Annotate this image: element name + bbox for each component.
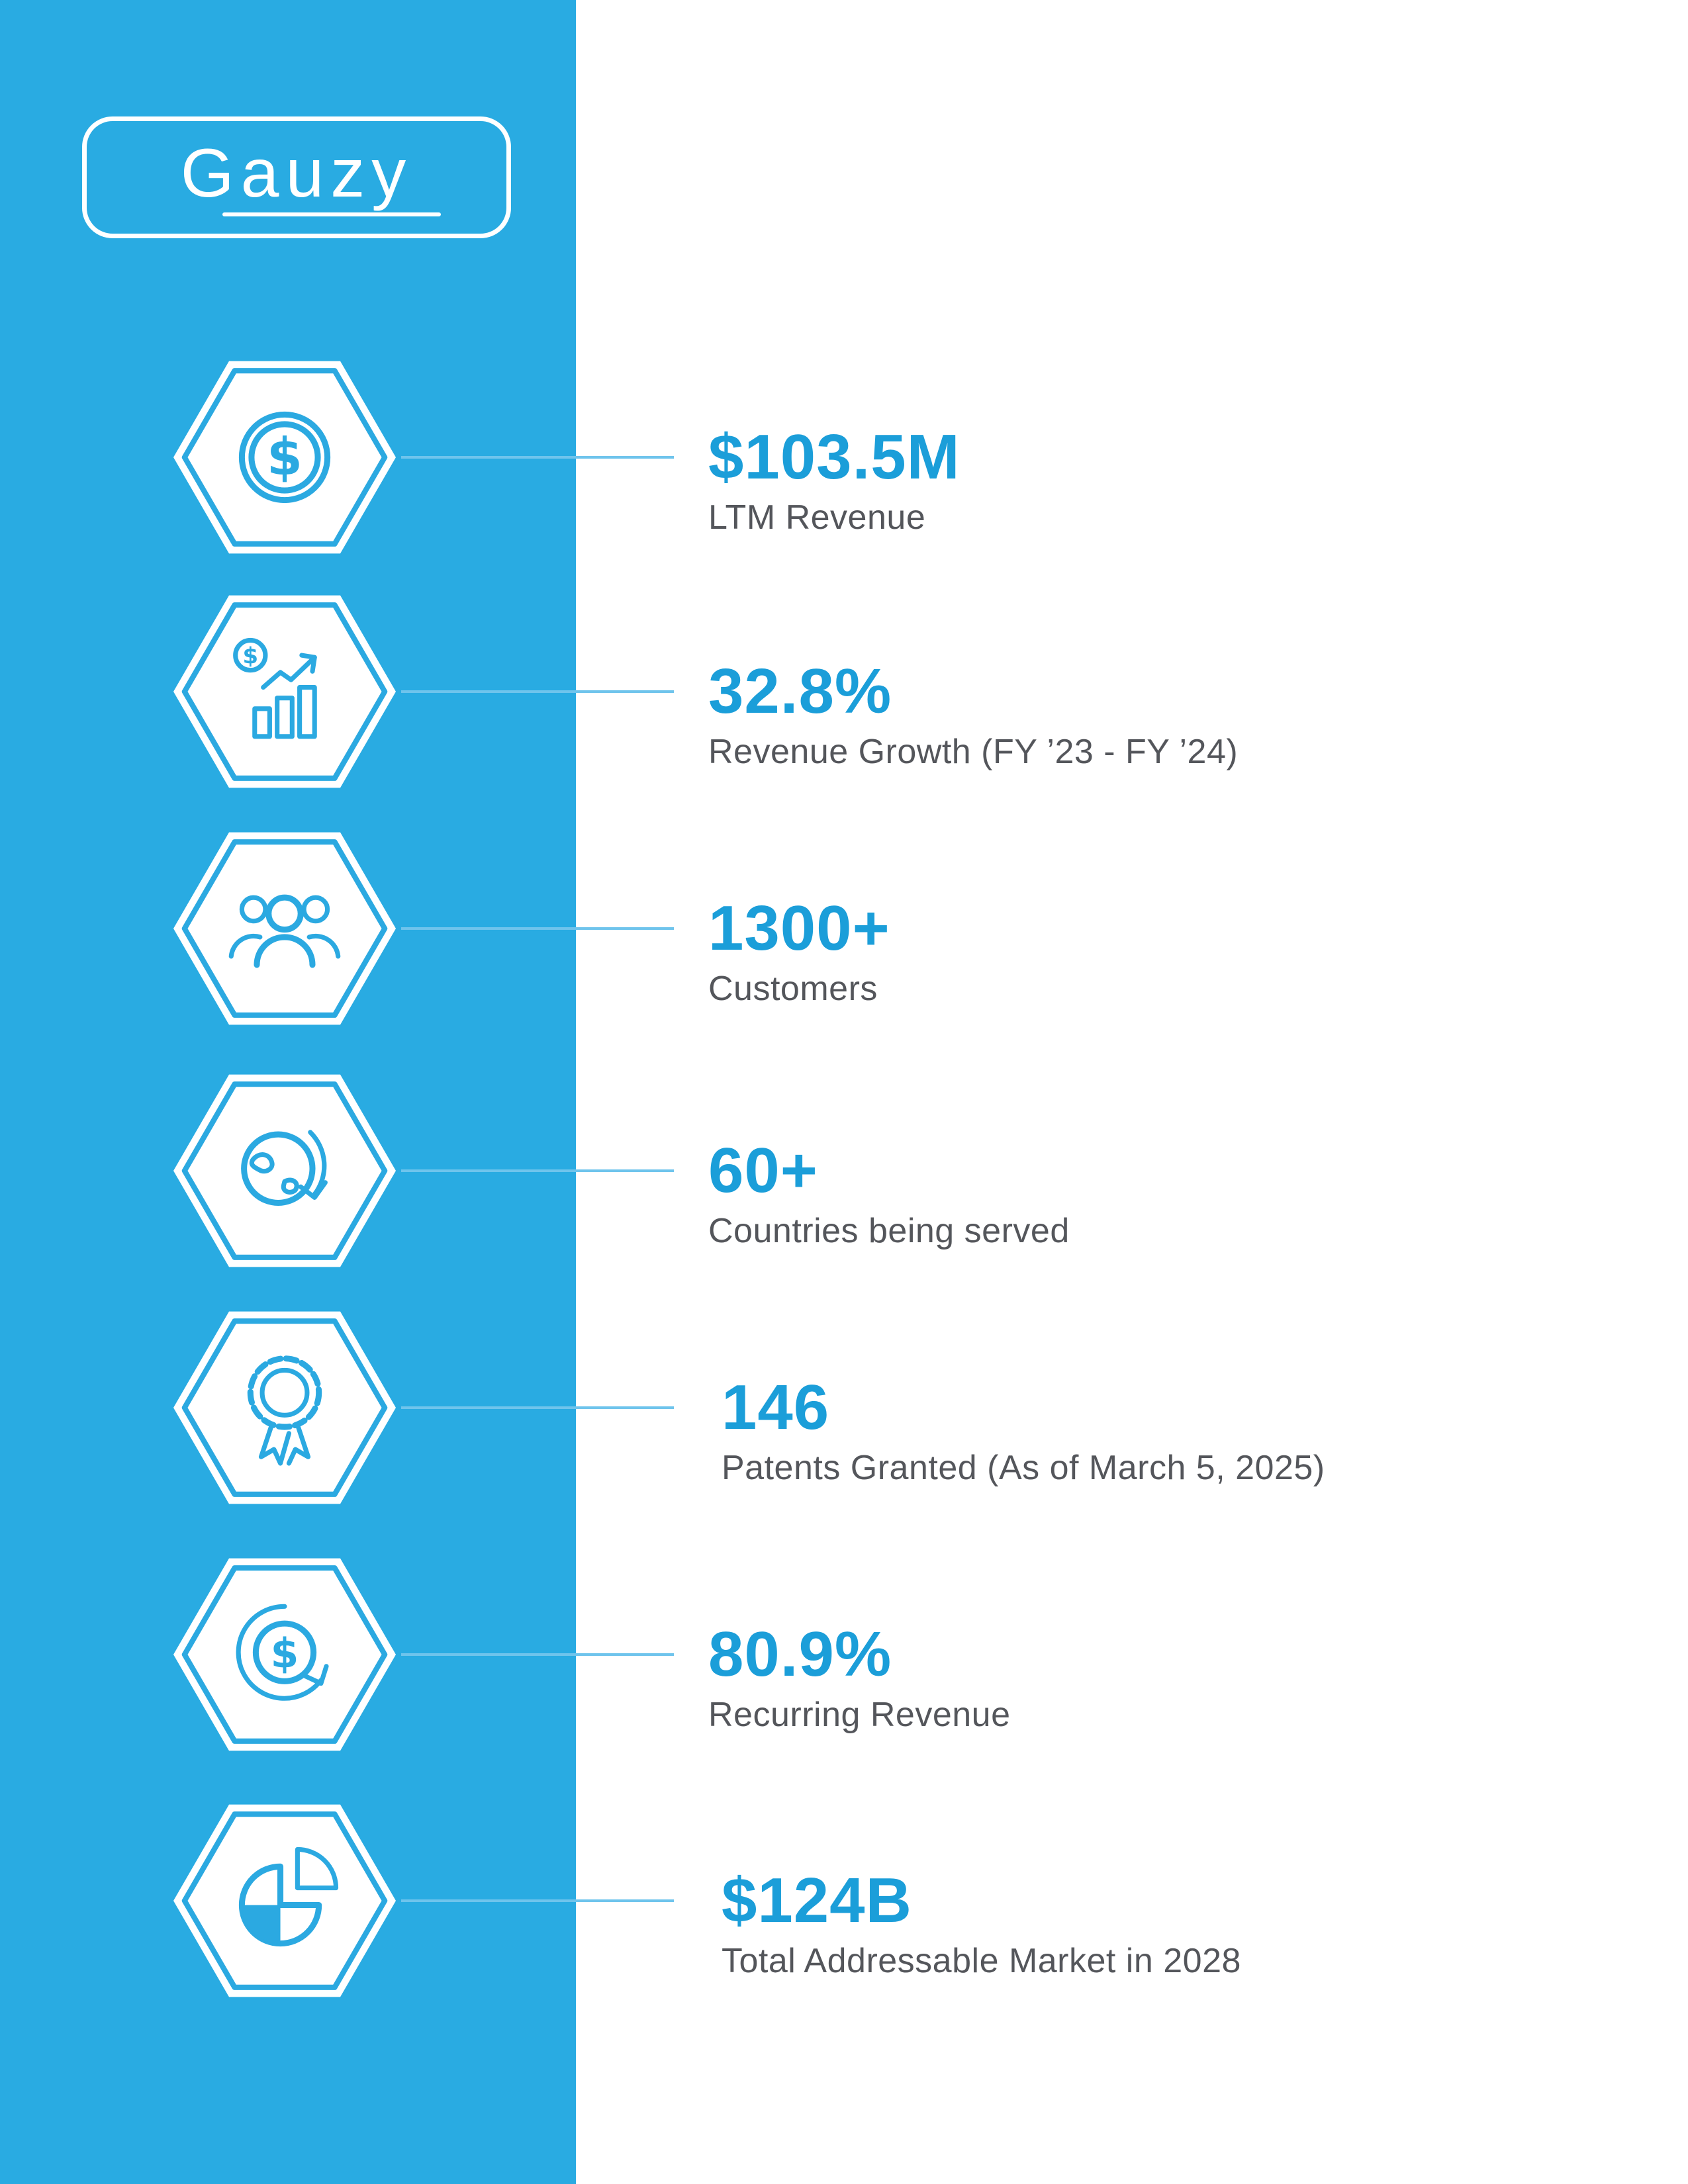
stat-value: 80.9% xyxy=(708,1619,892,1690)
stat-value: 60+ xyxy=(708,1135,818,1206)
customers-group-icon xyxy=(228,894,341,968)
stat-label: Revenue Growth (FY ’23 - FY ’24) xyxy=(708,732,1239,771)
stat-value: $103.5M xyxy=(708,422,961,492)
coin-dollar-icon: $ xyxy=(238,411,331,504)
stat-label: LTM Revenue xyxy=(708,498,926,537)
revenue-growth-chart-icon: $ xyxy=(233,637,317,739)
stat-value: 146 xyxy=(722,1372,830,1443)
svg-text:$: $ xyxy=(267,428,303,487)
stat-row-patents: 146 Patents Granted (As of March 5, 2025… xyxy=(0,1311,1688,1504)
connector-line xyxy=(401,1406,674,1409)
connector-line xyxy=(401,690,674,693)
svg-text:$: $ xyxy=(271,1630,299,1677)
stat-hexagon xyxy=(173,1804,396,1997)
connector-line xyxy=(401,1899,674,1902)
gauzy-logo: Gauzy xyxy=(82,116,511,238)
pie-chart-icon xyxy=(238,1846,339,1947)
stat-hexagon: $ xyxy=(173,361,396,554)
svg-text:$: $ xyxy=(243,643,259,668)
stat-label: Total Addressable Market in 2028 xyxy=(722,1941,1241,1980)
connector-line xyxy=(401,927,674,930)
stat-hexagon xyxy=(173,1074,396,1267)
stat-label: Patents Granted (As of March 5, 2025) xyxy=(722,1448,1325,1487)
stat-hexagon: $ xyxy=(173,595,396,788)
patent-award-icon xyxy=(247,1355,322,1466)
logo-text: Gauzy xyxy=(180,135,413,212)
stat-row-countries: 60+ Countries being served xyxy=(0,1074,1688,1267)
stat-row-customers: 1300+ Customers xyxy=(0,832,1688,1025)
stat-label: Recurring Revenue xyxy=(708,1695,1011,1734)
stat-row-recurring-revenue: $ 80.9% Recurring Revenue xyxy=(0,1558,1688,1751)
stat-row-tam: $124B Total Addressable Market in 2028 xyxy=(0,1804,1688,1997)
stat-label: Customers xyxy=(708,969,878,1008)
recurring-revenue-icon: $ xyxy=(236,1604,329,1701)
stat-value: 1300+ xyxy=(708,893,890,964)
stat-hexagon xyxy=(173,1311,396,1504)
connector-line xyxy=(401,1653,674,1656)
stat-label: Countries being served xyxy=(708,1211,1070,1250)
stat-value: $124B xyxy=(722,1865,912,1936)
connector-line xyxy=(401,1169,674,1172)
stat-value: 32.8% xyxy=(708,656,892,727)
globe-arrow-icon xyxy=(241,1130,328,1206)
stat-row-revenue-growth: $ 32.8% Revenue Growth (FY ’23 - FY ’24) xyxy=(0,595,1688,788)
stat-hexagon xyxy=(173,832,396,1025)
connector-line xyxy=(401,456,674,459)
logo-underline xyxy=(222,212,441,216)
stat-hexagon: $ xyxy=(173,1558,396,1751)
stat-row-ltm-revenue: $ $103.5M LTM Revenue xyxy=(0,361,1688,554)
